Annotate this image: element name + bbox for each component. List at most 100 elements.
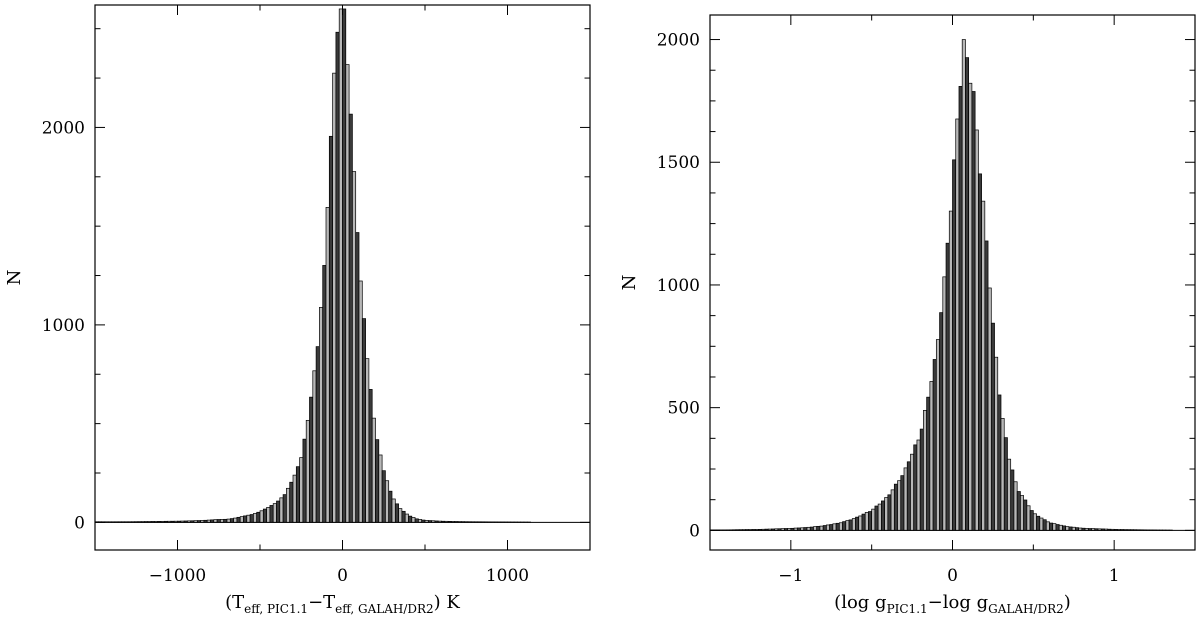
histogram-bars	[709, 39, 1173, 531]
histogram-bar	[391, 498, 396, 523]
histogram-bar	[890, 489, 895, 531]
x-axis-label: (Teff, PIC1.1−Teff, GALAH/DR2) K	[225, 592, 460, 616]
y-tick-label: 2000	[657, 31, 700, 51]
histogram-bar	[388, 490, 393, 523]
histogram-bar	[881, 500, 885, 531]
histogram-bar	[335, 31, 340, 523]
histogram-bar	[829, 524, 834, 531]
histogram-bar	[236, 516, 241, 523]
histogram-bar	[319, 307, 324, 523]
histogram-bar	[1058, 524, 1063, 531]
histogram-bar	[371, 417, 376, 523]
histogram-bar	[955, 118, 960, 531]
histogram-bar	[1016, 491, 1021, 531]
histogram-bar	[848, 519, 853, 531]
histogram-bar	[981, 200, 986, 531]
histogram-bar	[1020, 495, 1024, 531]
histogram-bar	[253, 513, 258, 523]
histogram-bar	[328, 135, 333, 523]
histogram-bar	[987, 287, 992, 531]
histogram-bar	[984, 240, 989, 531]
histogram-bar	[262, 508, 267, 523]
histogram-bar	[375, 439, 380, 523]
histogram-bar	[884, 497, 889, 531]
histogram-bar	[322, 265, 327, 523]
histogram-bar	[276, 500, 281, 523]
histogram-bar	[916, 439, 921, 531]
y-tick-label: 1500	[657, 153, 700, 173]
histogram-bar	[1045, 521, 1050, 531]
histogram-bar	[968, 82, 973, 531]
histogram-bar	[900, 475, 905, 531]
histogram-bar	[974, 129, 979, 531]
histogram-bar	[325, 207, 330, 523]
left-histogram-panel: −1000 0 1000 0 1000 2000 N (Teff, PIC1.1−Teff, …	[4, 4, 591, 616]
histogram-bar	[1052, 523, 1057, 531]
histogram-bar	[282, 494, 287, 523]
histogram-bar	[295, 466, 300, 523]
histogram-bar	[385, 480, 390, 523]
histogram-bar	[948, 210, 953, 531]
x-tick-label: 1	[1109, 566, 1120, 586]
histogram-bar	[939, 312, 944, 531]
histogram-bar	[893, 483, 898, 531]
histogram-bar	[942, 276, 947, 531]
histogram-bar	[958, 86, 963, 531]
x-tick-label: −1	[778, 566, 803, 586]
histogram-bar	[309, 396, 314, 523]
histogram-bar	[923, 410, 927, 531]
histogram-bar	[1029, 510, 1034, 531]
histogram-bar	[355, 232, 360, 523]
histogram-bar	[910, 453, 915, 531]
y-tick-label: 1000	[42, 316, 85, 336]
histogram-bar	[345, 64, 350, 523]
y-axis-label: N	[4, 270, 25, 286]
histogram-bars	[94, 8, 531, 523]
histogram-bar	[378, 454, 383, 523]
histogram-bar	[978, 173, 982, 531]
histogram-bar	[871, 508, 876, 531]
histogram-bar	[365, 358, 370, 523]
histogram-bar	[819, 525, 824, 531]
histogram-bar	[411, 517, 416, 523]
histogram-bar	[913, 444, 918, 531]
histogram-bar	[266, 507, 271, 523]
histogram-bar	[1039, 517, 1044, 531]
histogram-bar	[229, 518, 234, 523]
histogram-bar	[272, 503, 277, 523]
histogram-bar	[1032, 513, 1037, 531]
histogram-bar	[835, 522, 840, 531]
histogram-bar	[990, 322, 995, 531]
histogram-bar	[935, 339, 940, 531]
histogram-bar	[929, 381, 934, 531]
histogram-bar	[302, 438, 307, 523]
histogram-bar	[994, 356, 999, 531]
histogram-bar	[851, 518, 856, 531]
histogram-bar	[361, 318, 366, 523]
histogram-bar	[903, 467, 908, 531]
histogram-bar	[404, 513, 409, 523]
histogram-bar	[299, 457, 304, 523]
histogram-bar	[971, 91, 976, 531]
histogram-bar	[826, 524, 830, 531]
histogram-bar	[1023, 499, 1028, 531]
y-tick-label: 0	[74, 513, 85, 533]
histogram-bar	[305, 419, 310, 523]
histogram-bar	[842, 521, 847, 531]
right-histogram-panel: −1 0 1 0 500 1000 1500 2000 N (log gPIC1.1−log gG…	[619, 14, 1196, 616]
y-tick-label: 1000	[657, 276, 700, 296]
histogram-bar	[289, 481, 294, 523]
histogram-bar	[342, 8, 347, 523]
histogram-bar	[1062, 525, 1067, 531]
histogram-bar	[381, 470, 386, 523]
histogram-bar	[906, 461, 911, 531]
histogram-bar	[832, 523, 837, 531]
histogram-bar	[338, 8, 343, 523]
histogram-bar	[952, 159, 957, 531]
y-tick-label: 500	[668, 399, 700, 419]
histogram-bar	[813, 526, 818, 531]
histogram-bar	[286, 487, 291, 523]
histogram-bar	[269, 505, 274, 523]
histogram-bar	[919, 428, 924, 531]
